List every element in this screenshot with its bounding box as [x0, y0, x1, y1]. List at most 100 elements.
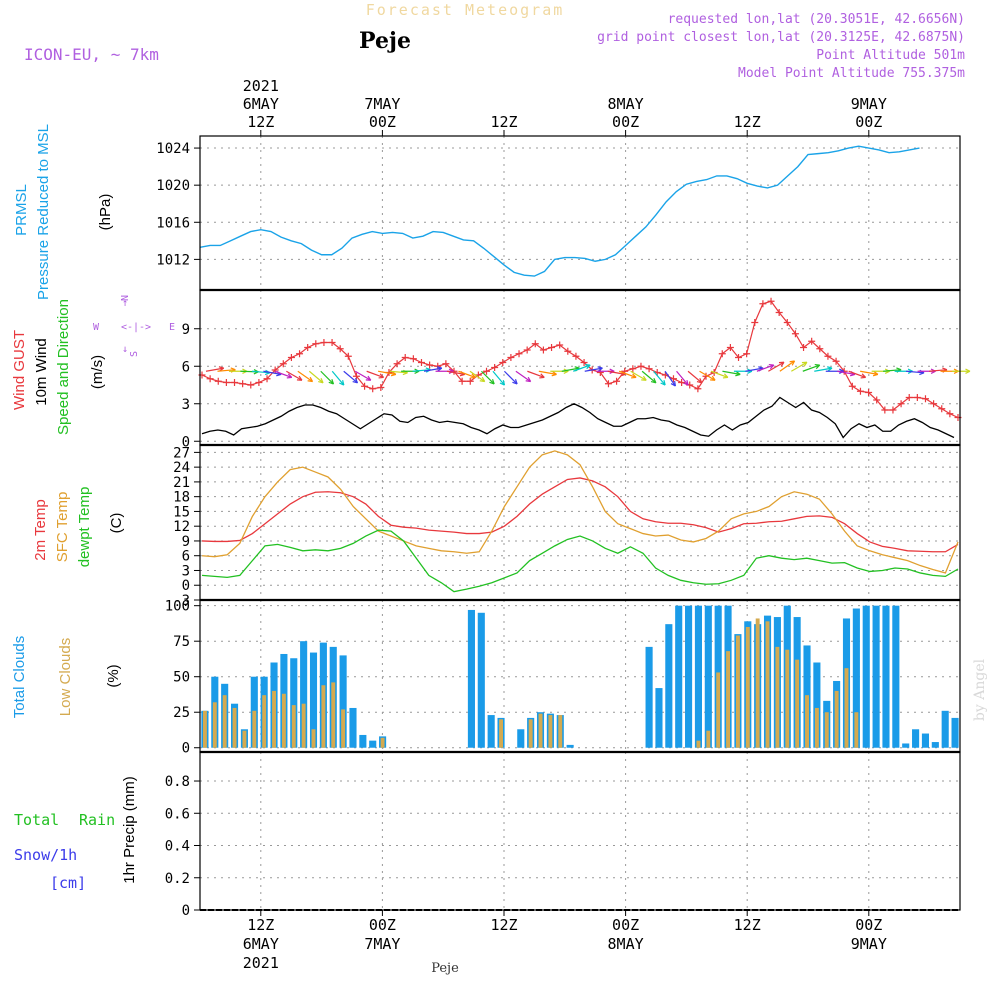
ytick-label-temperature-1: 0 — [182, 578, 190, 594]
total-cloud-bar — [704, 605, 712, 748]
total-cloud-bar — [882, 605, 890, 748]
top-time-label: 00Z — [612, 113, 639, 131]
bottom-time-label: 00Z — [369, 916, 396, 934]
wind-arrow — [802, 364, 820, 372]
top-time-label: 12Z — [734, 113, 761, 131]
total-cloud-bar — [892, 605, 900, 748]
low-cloud-bar — [805, 695, 809, 748]
gust-point — [336, 345, 344, 353]
point-altitude: Point Altitude 501m — [816, 48, 965, 63]
ytick-label-precip-4: 0.8 — [165, 774, 190, 790]
wind-arrow-head — [286, 373, 293, 379]
precip-label-snow: Snow/1h — [14, 846, 77, 864]
gust-point — [751, 319, 759, 326]
gust-point — [426, 361, 434, 369]
wind-arrow-head — [650, 378, 657, 384]
wind-arrow — [641, 370, 657, 384]
gust-point — [930, 400, 938, 408]
wind-arrow — [722, 370, 741, 375]
gust-point — [580, 359, 588, 366]
low-cloud-bar — [824, 712, 829, 748]
low-cloud-bar — [321, 685, 326, 748]
wind-arrow — [791, 361, 808, 372]
wind-arrow — [664, 370, 676, 387]
precip-label-cm: [cm] — [50, 874, 86, 892]
total-cloud-bar — [912, 729, 920, 748]
gust-point — [694, 385, 702, 393]
gust-point — [255, 379, 263, 386]
panel-frame-temperature — [199, 444, 961, 601]
wind-arrow — [779, 360, 795, 372]
wind-arrow — [274, 370, 292, 378]
ytick-label-temperature-10: 27 — [173, 445, 190, 461]
total-cloud-bar — [675, 605, 683, 748]
temp-label-unit: (C) — [108, 513, 125, 534]
wind-arrow — [481, 370, 495, 385]
ytick-label-temperature-8: 21 — [173, 475, 190, 491]
wind-arrow — [308, 370, 324, 384]
wind-label-10m: 10m Wind — [33, 338, 50, 406]
wind-arrow — [618, 370, 637, 378]
wind-arrow-head — [696, 378, 703, 384]
low-cloud-bar — [745, 626, 750, 748]
wind-arrow-head — [789, 360, 796, 366]
gust-point — [507, 354, 515, 361]
wind-arrow-head — [965, 368, 971, 374]
compass-n: N — [120, 295, 131, 301]
wind-arrow-head — [585, 363, 591, 370]
wind-arrow — [630, 370, 647, 381]
total-cloud-bar — [931, 742, 939, 748]
wind-arrow — [710, 370, 729, 378]
gust-point — [637, 362, 645, 370]
ytick-label-temperature-5: 12 — [173, 519, 190, 535]
total-cloud-bar — [852, 608, 860, 748]
wind-arrow — [217, 369, 236, 372]
compass-s: S — [129, 351, 140, 357]
low-cloud-bar — [212, 702, 217, 748]
gust-point — [263, 375, 271, 383]
wind-arrow-head — [551, 370, 557, 377]
compass-e: E — [169, 322, 175, 333]
gust-point — [889, 406, 897, 414]
gust-point — [572, 352, 580, 360]
gust-point — [312, 340, 320, 348]
total-cloud-bar — [339, 655, 347, 748]
gust-point — [369, 385, 377, 393]
top-time-label: 12Z — [490, 113, 517, 131]
bottom-time-label: 12Z — [490, 916, 517, 934]
ytick-label-precip-3: 0.6 — [165, 806, 190, 822]
wind-arrow-head — [778, 361, 785, 367]
wind-arrow-head — [872, 370, 879, 377]
wind-arrow-head — [352, 378, 359, 384]
wind-arrow-head — [525, 376, 532, 383]
gust-point — [824, 352, 832, 360]
total-cloud-bar — [872, 605, 880, 748]
wind-arrow-head — [670, 380, 676, 387]
gust-point — [466, 377, 474, 385]
gust-point — [523, 346, 531, 354]
wind-arrow — [607, 370, 626, 375]
top-time-label: 2021 — [243, 77, 279, 95]
low-cloud-bar — [844, 668, 849, 748]
gust-point — [613, 377, 621, 385]
wind-arrow — [837, 370, 856, 375]
low-cloud-bar — [331, 682, 336, 748]
gust-point — [718, 350, 726, 358]
low-cloud-bar — [735, 635, 740, 748]
wind-arrow — [814, 367, 833, 372]
wind-arrow — [561, 367, 580, 372]
panel-frame-wind — [199, 289, 961, 446]
gust-point — [735, 354, 743, 361]
wind-arrow — [492, 370, 505, 386]
ytick-label-pressure-3: 1024 — [156, 141, 190, 157]
ytick-label-precip-2: 0.4 — [165, 839, 190, 855]
precip-label-total: Total — [14, 811, 59, 829]
wind-arrow — [503, 370, 518, 385]
precip-label-unit: 1hr Precip (mm) — [121, 776, 138, 884]
wind-arrow — [848, 370, 866, 378]
gust-point — [743, 350, 751, 358]
gust-point — [726, 344, 734, 351]
wind-arrow — [538, 370, 557, 375]
low-cloud-bar — [301, 703, 306, 748]
gust-point — [791, 330, 799, 338]
